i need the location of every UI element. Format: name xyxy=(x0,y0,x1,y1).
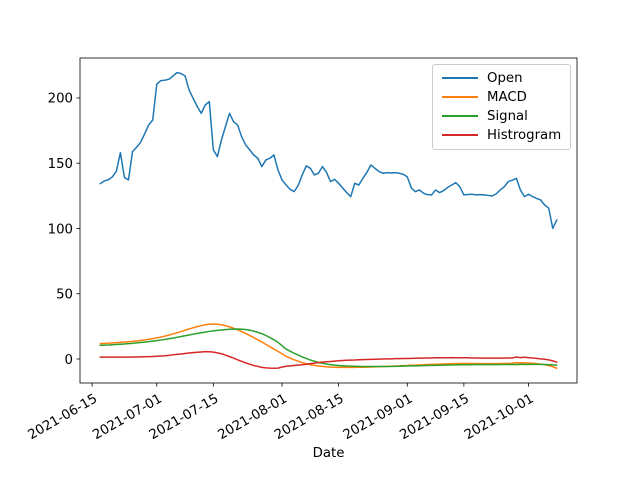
legend-line-swatch-macd xyxy=(442,96,478,99)
x-tick-label: 2021-10-01 xyxy=(462,391,536,443)
x-axis-title: Date xyxy=(312,446,345,461)
legend-line-swatch-open xyxy=(442,77,478,80)
legend-line-swatch-signal xyxy=(442,115,478,118)
x-tick-label: 2021-06-15 xyxy=(26,391,100,443)
axes-spines xyxy=(79,57,578,384)
legend-item-histogram: Histrogram xyxy=(442,129,564,142)
legend-label-open: Open xyxy=(487,70,523,86)
legend: Open MACD Signal Histrogram xyxy=(432,64,571,150)
y-tick-label: 50 xyxy=(56,288,73,303)
series-open-line xyxy=(99,71,558,230)
series-histrogram-line xyxy=(99,350,558,369)
y-tick-label: 100 xyxy=(48,222,73,237)
y-tick-label: 0 xyxy=(65,353,73,368)
legend-label-signal: Signal xyxy=(487,108,528,124)
y-tick-label: 200 xyxy=(48,92,73,107)
legend-item-signal: Signal xyxy=(442,110,564,123)
legend-label-histogram: Histrogram xyxy=(487,127,562,143)
series-macd-line xyxy=(99,323,558,369)
legend-line-swatch-histogram xyxy=(442,134,478,137)
legend-item-macd: MACD xyxy=(442,91,564,104)
legend-label-macd: MACD xyxy=(487,89,527,105)
series-signal-line xyxy=(99,328,558,368)
legend-item-open: Open xyxy=(442,72,564,85)
y-tick-label: 150 xyxy=(48,157,73,172)
